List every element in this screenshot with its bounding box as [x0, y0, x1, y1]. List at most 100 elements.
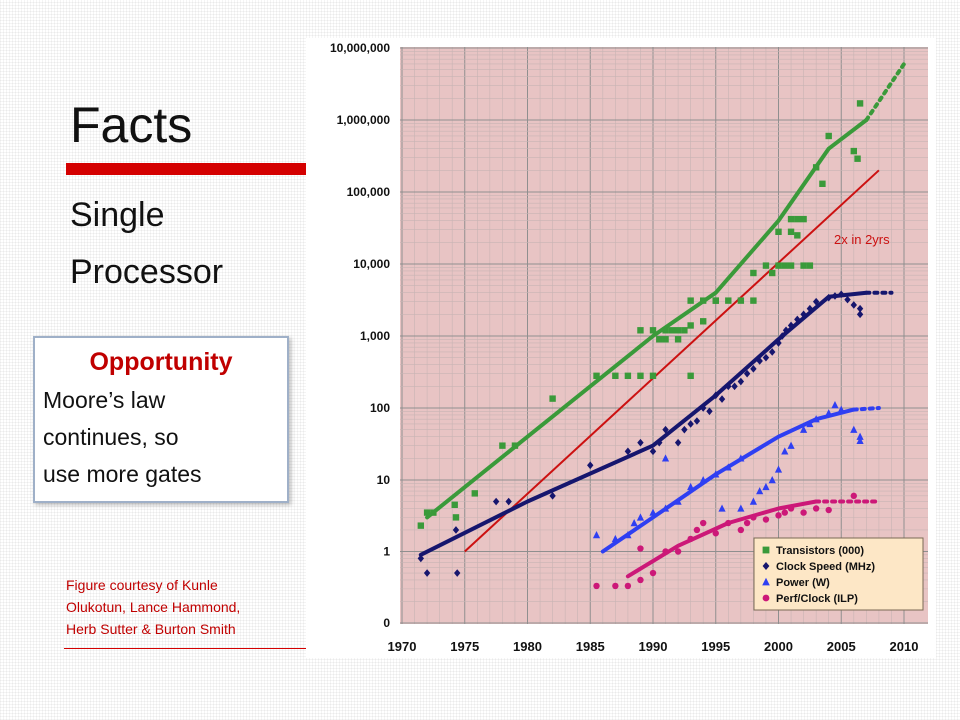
data-point-power-w — [712, 470, 720, 478]
data-point-power-w — [737, 454, 745, 462]
data-point-perf-clock-ilp — [637, 545, 644, 552]
data-point-clock-speed-mhz — [656, 438, 663, 447]
data-point-transistors — [637, 372, 644, 380]
data-point-clock-speed-mhz — [649, 447, 657, 456]
data-point-clock-speed-mhz — [743, 369, 751, 378]
trend-line-transistors — [425, 118, 869, 520]
data-point-clock-speed-mhz — [624, 447, 632, 456]
y-tick-label: 0 — [383, 616, 390, 630]
data-point-power-w — [718, 504, 726, 512]
data-point-transistors — [511, 442, 519, 449]
data-point-perf-clock-ilp — [800, 509, 807, 516]
data-point-power-w — [592, 531, 601, 539]
data-point-perf-clock-ilp — [712, 530, 719, 537]
x-tick-label: 2000 — [764, 639, 793, 654]
data-point-perf-clock-ilp — [743, 519, 751, 527]
callout-line-3: use more gates — [43, 461, 202, 487]
data-point-transistors — [662, 327, 669, 334]
data-point-transistors — [656, 336, 663, 343]
y-tick-label: 10,000,000 — [330, 41, 390, 55]
x-tick-label: 1985 — [576, 639, 605, 654]
data-point-transistors — [781, 262, 788, 269]
data-point-clock-speed-mhz — [844, 295, 851, 304]
trend-projection-power-w — [851, 406, 881, 412]
data-point-transistors — [794, 232, 801, 239]
data-point-perf-clock-ilp — [850, 492, 857, 500]
data-point-power-w — [787, 441, 795, 449]
y-tick-label: 100 — [370, 401, 390, 415]
data-point-power-w — [661, 454, 670, 462]
data-point-power-w — [611, 534, 619, 543]
data-point-transistors — [471, 490, 478, 497]
data-point-transistors — [417, 522, 425, 529]
slide-title: Facts — [70, 97, 193, 153]
data-point-perf-clock-ilp — [787, 505, 795, 512]
trend-line-power-w — [600, 407, 856, 554]
credit-line-3: Herb Sutter & Burton Smith — [66, 621, 236, 637]
data-point-transistors — [794, 215, 801, 223]
opportunity-callout: Opportunity Moore’s law continues, so us… — [33, 336, 289, 503]
data-point-clock-speed-mhz — [775, 339, 782, 347]
data-point-transistors — [423, 509, 431, 516]
data-point-clock-speed-mhz — [587, 461, 594, 470]
data-point-power-w — [756, 487, 764, 495]
data-point-transistors — [687, 297, 694, 304]
data-point-power-w — [831, 401, 839, 409]
data-point-power-w — [768, 476, 776, 484]
data-point-transistors — [662, 336, 669, 343]
data-point-perf-clock-ilp — [812, 505, 820, 512]
data-point-transistors — [819, 180, 826, 187]
legend-label: Power (W) — [776, 577, 830, 589]
data-point-power-w — [749, 497, 757, 505]
data-point-transistors — [750, 297, 757, 304]
data-point-transistors — [775, 228, 782, 236]
data-point-transistors — [637, 327, 644, 334]
data-point-perf-clock-ilp — [612, 582, 619, 590]
data-point-transistors — [775, 262, 782, 269]
bullet-single: Single — [70, 196, 165, 234]
legend-marker — [762, 562, 770, 570]
data-point-power-w — [781, 447, 789, 455]
data-point-clock-speed-mhz — [769, 348, 776, 356]
data-point-transistors — [712, 297, 719, 304]
data-point-power-w — [737, 504, 745, 512]
data-point-transistors — [649, 327, 657, 334]
data-point-clock-speed-mhz — [706, 407, 713, 416]
data-point-power-w — [837, 405, 845, 413]
legend-marker — [762, 546, 770, 554]
data-point-transistors — [668, 327, 676, 334]
data-point-transistors — [674, 336, 682, 343]
data-point-transistors — [769, 269, 776, 277]
data-point-transistors — [430, 509, 437, 516]
data-point-perf-clock-ilp — [593, 582, 600, 590]
data-point-transistors — [593, 372, 600, 380]
data-point-power-w — [856, 432, 864, 440]
x-tick-label: 1980 — [513, 639, 542, 654]
data-point-transistors — [787, 228, 795, 236]
data-point-transistors — [674, 327, 682, 334]
data-point-clock-speed-mhz — [452, 526, 460, 534]
data-point-clock-speed-mhz — [779, 332, 786, 340]
x-tick-label: 1995 — [701, 639, 730, 654]
data-point-power-w — [636, 513, 645, 521]
data-point-transistors — [800, 262, 807, 269]
moores-law-chart: 2x in 2yrs 0 1 10 100 1,000 10,000 100,000 1,00… — [306, 38, 936, 658]
data-point-transistors — [624, 372, 632, 380]
callout-title: Opportunity — [89, 348, 233, 376]
data-point-power-w — [630, 519, 638, 527]
data-point-perf-clock-ilp — [662, 548, 669, 555]
data-point-power-w — [850, 425, 858, 433]
data-point-clock-speed-mhz — [800, 310, 807, 319]
trend-projection-transistors — [864, 62, 906, 122]
data-point-transistors — [687, 372, 694, 380]
data-point-clock-speed-mhz — [417, 554, 425, 563]
data-point-perf-clock-ilp — [781, 509, 788, 516]
y-tick-label: 10 — [377, 473, 391, 487]
credit-rule — [64, 648, 306, 649]
x-tick-label: 1975 — [450, 639, 479, 654]
data-point-perf-clock-ilp — [624, 582, 632, 590]
data-point-transistors — [700, 297, 707, 304]
title-rule — [66, 163, 306, 175]
x-tick-label: 2010 — [890, 639, 919, 654]
data-point-power-w — [687, 482, 695, 491]
